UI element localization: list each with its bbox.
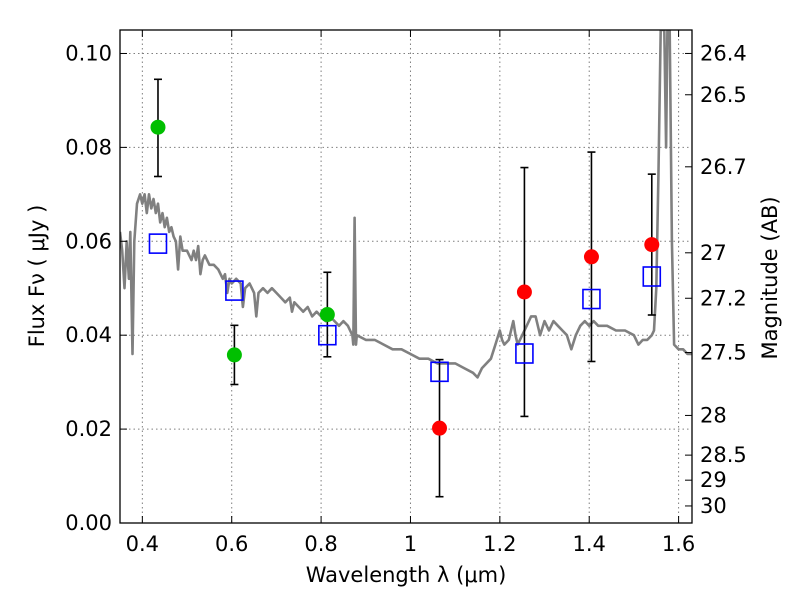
axis-ticks bbox=[120, 30, 692, 524]
observed-point-marker bbox=[583, 249, 599, 265]
right-tick-label: 29 bbox=[700, 468, 727, 492]
y-tick-label: 0.00 bbox=[65, 511, 112, 535]
tick-labels: 0.4 0.6 0.8 1 1.2 1.4 1.6 0.00 0.02 0.04 0.06 0.08 0… bbox=[65, 41, 747, 556]
right-tick-label: 26.4 bbox=[700, 41, 747, 65]
x-tick-label: 1.4 bbox=[573, 532, 606, 556]
x-tick-label: 0.6 bbox=[215, 532, 248, 556]
grid-lines bbox=[120, 30, 692, 524]
observed-point-marker bbox=[516, 284, 532, 300]
model-photometry-square bbox=[318, 324, 337, 346]
y-tick-label: 0.06 bbox=[65, 229, 112, 253]
right-tick-label: 28 bbox=[700, 403, 727, 427]
y-tick-label: 0.08 bbox=[65, 135, 112, 159]
model-photometry-square bbox=[515, 343, 534, 364]
model-spectrum-line bbox=[120, 30, 692, 379]
right-tick-label: 27 bbox=[700, 241, 727, 265]
model-photometry-square bbox=[582, 288, 601, 310]
right-tick-label: 27.2 bbox=[700, 286, 747, 310]
right-tick-label: 26.7 bbox=[700, 155, 747, 179]
model-photometry-square bbox=[430, 361, 449, 383]
right-axis-title: Magnitude (AB) bbox=[758, 196, 782, 359]
model-photometry-square bbox=[225, 280, 244, 301]
right-tick-label: 26.5 bbox=[700, 83, 747, 107]
observed-point-marker bbox=[432, 420, 448, 436]
observed-point-marker bbox=[150, 119, 166, 135]
right-tick-label: 30 bbox=[700, 494, 727, 518]
x-axis-title: Wavelength λ (μm) bbox=[306, 563, 507, 587]
observed-point-marker bbox=[226, 347, 242, 363]
plot-frame bbox=[119, 29, 693, 524]
x-tick-label: 1.2 bbox=[483, 532, 516, 556]
y-axis-title: Flux Fν ( μJy ) bbox=[25, 205, 49, 348]
y-tick-label: 0.02 bbox=[65, 417, 112, 441]
observed-points bbox=[150, 119, 660, 436]
observed-point-marker bbox=[319, 307, 335, 323]
x-tick-label: 1.6 bbox=[662, 532, 695, 556]
y-tick-label: 0.10 bbox=[65, 41, 112, 65]
model-photometry-square bbox=[642, 266, 662, 287]
model-photometry-square bbox=[148, 233, 168, 254]
model-spectrum-layer bbox=[120, 30, 692, 379]
x-tick-label: 0.8 bbox=[304, 532, 337, 556]
observed-point-marker bbox=[644, 237, 660, 253]
right-tick-label: 28.5 bbox=[700, 443, 747, 467]
right-tick-label: 27.5 bbox=[700, 341, 747, 365]
x-tick-label: 0.4 bbox=[126, 532, 159, 556]
y-tick-label: 0.04 bbox=[65, 323, 112, 347]
model-photometry-points bbox=[148, 233, 662, 383]
x-tick-label: 1 bbox=[404, 532, 417, 556]
